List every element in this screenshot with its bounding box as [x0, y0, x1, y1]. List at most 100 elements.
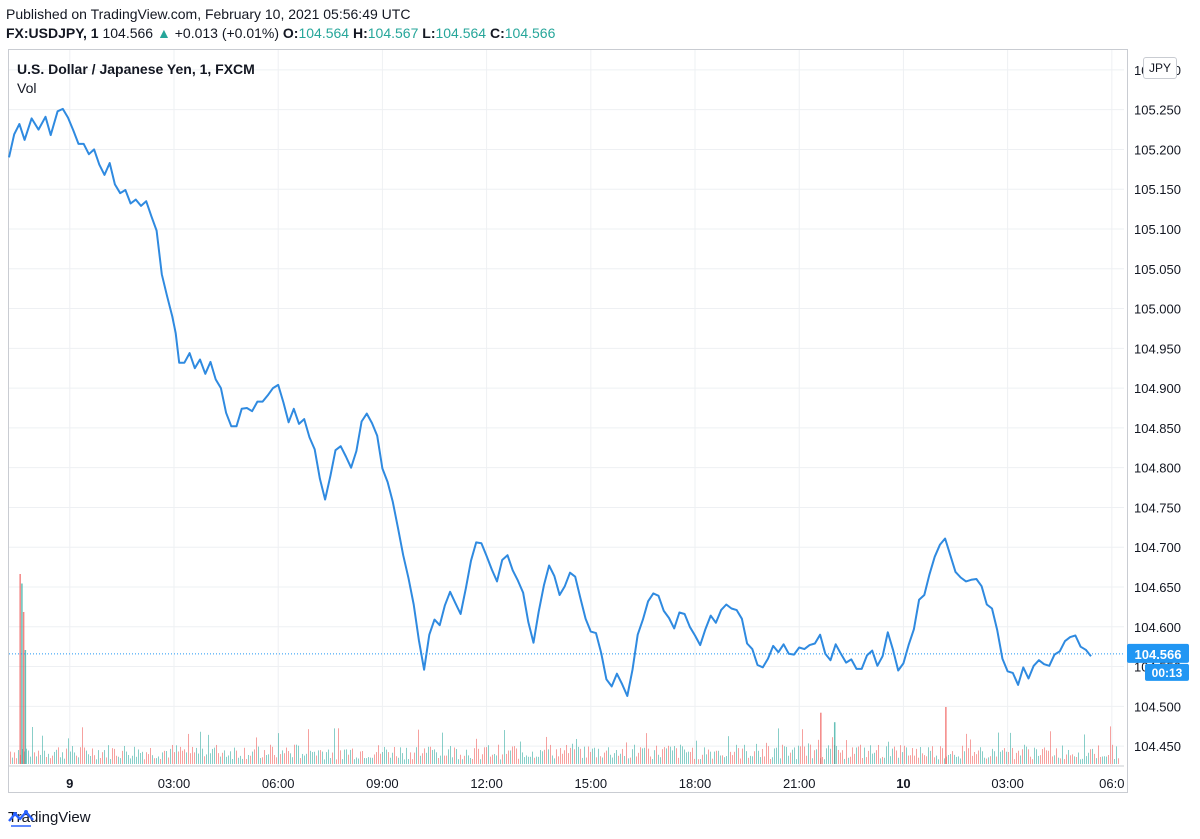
y-tick-label: 105.200 — [1134, 142, 1181, 157]
volume-bar — [10, 751, 11, 764]
volume-bar — [170, 748, 171, 764]
volume-bar — [550, 744, 551, 764]
price-change: +0.013 (+0.01%) — [174, 25, 280, 41]
volume-bar — [386, 749, 387, 764]
y-tick-label: 105.100 — [1134, 222, 1181, 237]
volume-bar — [694, 758, 695, 764]
volume-bar — [1060, 758, 1061, 764]
volume-bar — [994, 751, 995, 764]
volume-bar — [326, 752, 327, 764]
volume-bar — [646, 733, 647, 764]
volume-bar — [180, 746, 181, 764]
volume-bar — [912, 748, 913, 764]
volume-bar — [408, 758, 409, 764]
symbol-name[interactable]: FX:USDJPY, 1 — [6, 25, 99, 41]
tradingview-logo-icon — [8, 810, 34, 827]
volume-bar — [112, 748, 113, 764]
y-tick-label: 104.850 — [1134, 421, 1181, 436]
volume-legend: Vol — [17, 80, 37, 96]
volume-bar — [822, 756, 823, 764]
volume-bar — [900, 745, 901, 764]
volume-bar — [488, 745, 489, 764]
volume-bar — [1052, 756, 1053, 764]
volume-bar — [824, 759, 825, 764]
volume-bar — [930, 750, 931, 764]
volume-bar — [458, 759, 459, 764]
volume-bar — [966, 733, 967, 764]
volume-bar — [732, 755, 733, 764]
volume-bar — [210, 753, 211, 764]
volume-bar — [1086, 756, 1087, 764]
volume-bar — [102, 752, 103, 764]
volume-bar — [974, 751, 975, 764]
volume-bar — [512, 746, 513, 764]
volume-bar — [134, 746, 135, 764]
volume-bar — [702, 754, 703, 764]
volume-bar — [234, 747, 235, 764]
volume-bar — [1004, 748, 1005, 764]
volume-bar — [872, 753, 873, 764]
volume-bar — [98, 750, 99, 764]
volume-bar — [866, 757, 867, 764]
currency-button[interactable]: JPY — [1143, 57, 1177, 79]
volume-bar — [398, 757, 399, 764]
volume-bar — [710, 751, 711, 764]
volume-bar — [448, 749, 449, 764]
volume-bar — [414, 752, 415, 764]
volume-bar — [1022, 749, 1023, 764]
footer-brand[interactable]: TradingView — [8, 809, 91, 827]
volume-bar — [1030, 756, 1031, 764]
volume-bar — [724, 757, 725, 764]
countdown-tag — [1145, 663, 1189, 681]
volume-bar — [660, 757, 661, 764]
volume-bar — [610, 754, 611, 764]
volume-spike-bar — [19, 574, 21, 764]
volume-bar — [1080, 759, 1081, 764]
chart-pane[interactable] — [8, 49, 1128, 793]
volume-bar — [562, 753, 563, 764]
volume-bar — [38, 750, 39, 764]
volume-bar — [220, 756, 221, 764]
volume-bar — [594, 747, 595, 764]
volume-bar — [532, 751, 533, 764]
volume-bar — [132, 755, 133, 764]
volume-bar — [502, 754, 503, 764]
volume-bar — [630, 757, 631, 764]
volume-bar — [582, 757, 583, 764]
volume-bar — [556, 749, 557, 764]
volume-bar — [808, 743, 809, 764]
volume-bar — [400, 747, 401, 764]
volume-bar — [92, 748, 93, 764]
volume-bar — [770, 758, 771, 764]
volume-bar — [490, 756, 491, 764]
volume-bar — [360, 751, 361, 764]
volume-bar — [1062, 745, 1063, 764]
volume-bar — [346, 749, 347, 764]
volume-bar — [558, 756, 559, 764]
volume-bar — [614, 753, 615, 764]
volume-bar — [266, 755, 267, 764]
volume-bar — [1072, 754, 1073, 764]
volume-bar — [864, 747, 865, 764]
volume-bar — [404, 759, 405, 764]
volume-bar — [1108, 755, 1109, 764]
volume-bar — [296, 744, 297, 764]
volume-bar — [992, 748, 993, 764]
low-value: 104.564 — [435, 25, 487, 41]
volume-bar — [804, 746, 805, 764]
volume-bar — [222, 752, 223, 764]
volume-bar — [616, 750, 617, 764]
volume-bar — [588, 746, 589, 764]
volume-bar — [1070, 755, 1071, 764]
volume-bar — [814, 750, 815, 764]
volume-bar — [294, 744, 295, 764]
volume-bar — [244, 747, 245, 764]
volume-bar — [1008, 751, 1009, 764]
x-tick-label: 18:00 — [679, 776, 712, 791]
volume-bar — [344, 749, 345, 764]
volume-bar — [640, 747, 641, 764]
volume-bar — [618, 755, 619, 764]
volume-bar — [676, 748, 677, 764]
volume-bar — [496, 755, 497, 764]
